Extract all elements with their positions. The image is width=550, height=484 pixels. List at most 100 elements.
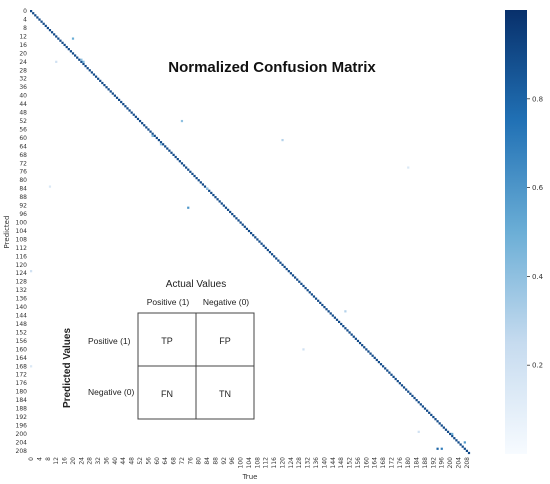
heatmap-diagonal-cell xyxy=(88,69,91,72)
heatmap-diagonal-cell xyxy=(423,407,427,410)
heatmap-diagonal-cell xyxy=(442,426,445,429)
heatmap-diagonal-cell xyxy=(377,360,381,364)
x-tick-label: 200 xyxy=(447,457,454,469)
heatmap-off-diagonal-cell xyxy=(30,270,33,273)
x-tick-label: 120 xyxy=(279,457,286,469)
heatmap-diagonal-cell xyxy=(340,322,343,326)
y-tick-label: 0 xyxy=(23,8,27,15)
heatmap-diagonal-cell xyxy=(411,394,414,398)
y-tick-label: 176 xyxy=(16,380,28,387)
heatmap-diagonal-cell xyxy=(319,301,322,304)
x-tick-label: 108 xyxy=(254,457,261,469)
y-tick-label: 52 xyxy=(19,118,27,125)
heatmap-off-diagonal-cell xyxy=(30,365,33,368)
heatmap-diagonal-cell xyxy=(350,333,353,336)
y-tick-label: 184 xyxy=(16,397,28,404)
x-tick-label: 112 xyxy=(263,457,270,469)
heatmap-diagonal-cell xyxy=(434,418,437,421)
heatmap-diagonal-cell xyxy=(141,122,144,125)
heatmap-diagonal-cell xyxy=(74,54,77,57)
y-tick-label: 36 xyxy=(19,84,27,91)
inset-cell-fn-label: FN xyxy=(161,389,173,399)
heatmap-diagonal-cell xyxy=(314,297,318,300)
heatmap-diagonal-cell xyxy=(214,196,217,199)
heatmap-diagonal-cell xyxy=(398,382,401,385)
heatmap-off-diagonal-cell xyxy=(463,441,466,444)
y-tick-label: 144 xyxy=(16,313,28,320)
heatmap-off-diagonal-cell xyxy=(159,143,163,146)
y-tick-label: 88 xyxy=(19,194,27,201)
x-tick-label: 4 xyxy=(36,457,43,461)
heatmap-diagonal-cell xyxy=(457,441,460,444)
heatmap-diagonal-cell xyxy=(453,437,456,440)
y-tick-label: 44 xyxy=(19,101,27,108)
confusion-matrix-legend-inset: Actual Values Positive (1) Negative (0) … xyxy=(62,279,255,420)
heatmap-diagonal-cell xyxy=(130,111,133,114)
y-tick-label: 112 xyxy=(16,245,28,252)
heatmap-off-diagonal-cell xyxy=(344,310,347,313)
heatmap-diagonal-cell xyxy=(302,284,305,288)
heatmap-diagonal-cell xyxy=(446,430,450,433)
y-tick-label: 48 xyxy=(19,110,27,117)
heatmap-diagonal-cell xyxy=(310,293,313,296)
heatmap-diagonal-cell xyxy=(132,113,135,116)
heatmap-diagonal-cell xyxy=(365,348,368,351)
x-tick-label: 104 xyxy=(246,457,253,469)
y-tick-label: 80 xyxy=(19,177,27,184)
x-tick-labels: 0 4 8 12 16 20 24 28 32 36 40 44 48 52 56 60 64 68 72 76 80 8… xyxy=(28,457,471,469)
heatmap-diagonal-cell xyxy=(467,451,471,455)
heatmap-diagonal-cell xyxy=(59,39,62,42)
heatmap-diagonal-cell xyxy=(369,352,372,355)
y-tick-label: 168 xyxy=(16,363,28,370)
heatmap-diagonal-cell xyxy=(407,390,410,393)
inset-predicted-header: Predicted Values xyxy=(62,328,73,408)
heatmap-diagonal-cell xyxy=(287,270,290,273)
colorbar-ticks: 0.2 0.4 0.6 0.8 xyxy=(527,95,544,370)
x-tick-label: 208 xyxy=(464,457,471,469)
heatmap-diagonal-cell xyxy=(254,236,257,239)
heatmap-diagonal-cell xyxy=(285,267,288,271)
x-tick-label: 64 xyxy=(162,457,169,465)
inset-cell-tp-label: TP xyxy=(161,336,173,346)
heatmap-off-diagonal-cell xyxy=(71,37,75,40)
y-tick-label: 180 xyxy=(16,389,28,396)
x-tick-label: 68 xyxy=(171,457,178,465)
heatmap-diagonal-cell xyxy=(187,168,190,171)
heatmap-diagonal-cell xyxy=(348,331,351,334)
heatmap-diagonal-cell xyxy=(363,346,366,349)
heatmap-diagonal-cell xyxy=(126,107,129,110)
chart-title: Normalized Confusion Matrix xyxy=(168,59,376,76)
heatmap-off-diagonal-cell xyxy=(440,447,443,450)
x-tick-label: 160 xyxy=(363,457,370,469)
heatmap-diagonal-cell xyxy=(449,432,452,436)
heatmap-diagonal-cell xyxy=(298,280,301,283)
x-tick-label: 76 xyxy=(187,457,194,465)
heatmap-diagonal-cell xyxy=(189,170,192,173)
heatmap-diagonal-cell xyxy=(367,350,370,353)
x-tick-label: 52 xyxy=(137,457,144,465)
heatmap-diagonal-cell xyxy=(63,43,66,47)
heatmap-diagonal-cell xyxy=(30,10,33,13)
x-tick-label: 164 xyxy=(372,457,379,469)
x-tick-label: 0 xyxy=(28,457,35,461)
x-tick-label: 88 xyxy=(212,457,219,465)
heatmap-diagonal-cell xyxy=(71,52,75,55)
heatmap-diagonal-cell xyxy=(159,141,163,144)
heatmap-diagonal-cell xyxy=(224,206,228,209)
heatmap-diagonal-cell xyxy=(400,384,404,387)
heatmap-diagonal-cell xyxy=(323,306,326,309)
x-tick-label: 192 xyxy=(430,457,437,469)
heatmap-diagonal-cell xyxy=(216,198,219,201)
heatmap-diagonal-cell xyxy=(162,143,165,146)
x-tick-label: 172 xyxy=(388,457,395,469)
heatmap-diagonal-cell xyxy=(235,217,238,220)
heatmap-diagonal-cell xyxy=(438,422,441,425)
heatmap-diagonal-cell xyxy=(115,96,119,99)
heatmap-diagonal-cell xyxy=(421,405,425,408)
heatmap-diagonal-cell xyxy=(333,316,337,319)
heatmap-diagonal-cell xyxy=(191,172,194,176)
y-tick-label: 8 xyxy=(23,25,27,32)
heatmap-diagonal-cell xyxy=(208,189,211,192)
heatmap-diagonal-cell xyxy=(296,278,299,281)
y-tick-label: 4 xyxy=(23,17,27,24)
